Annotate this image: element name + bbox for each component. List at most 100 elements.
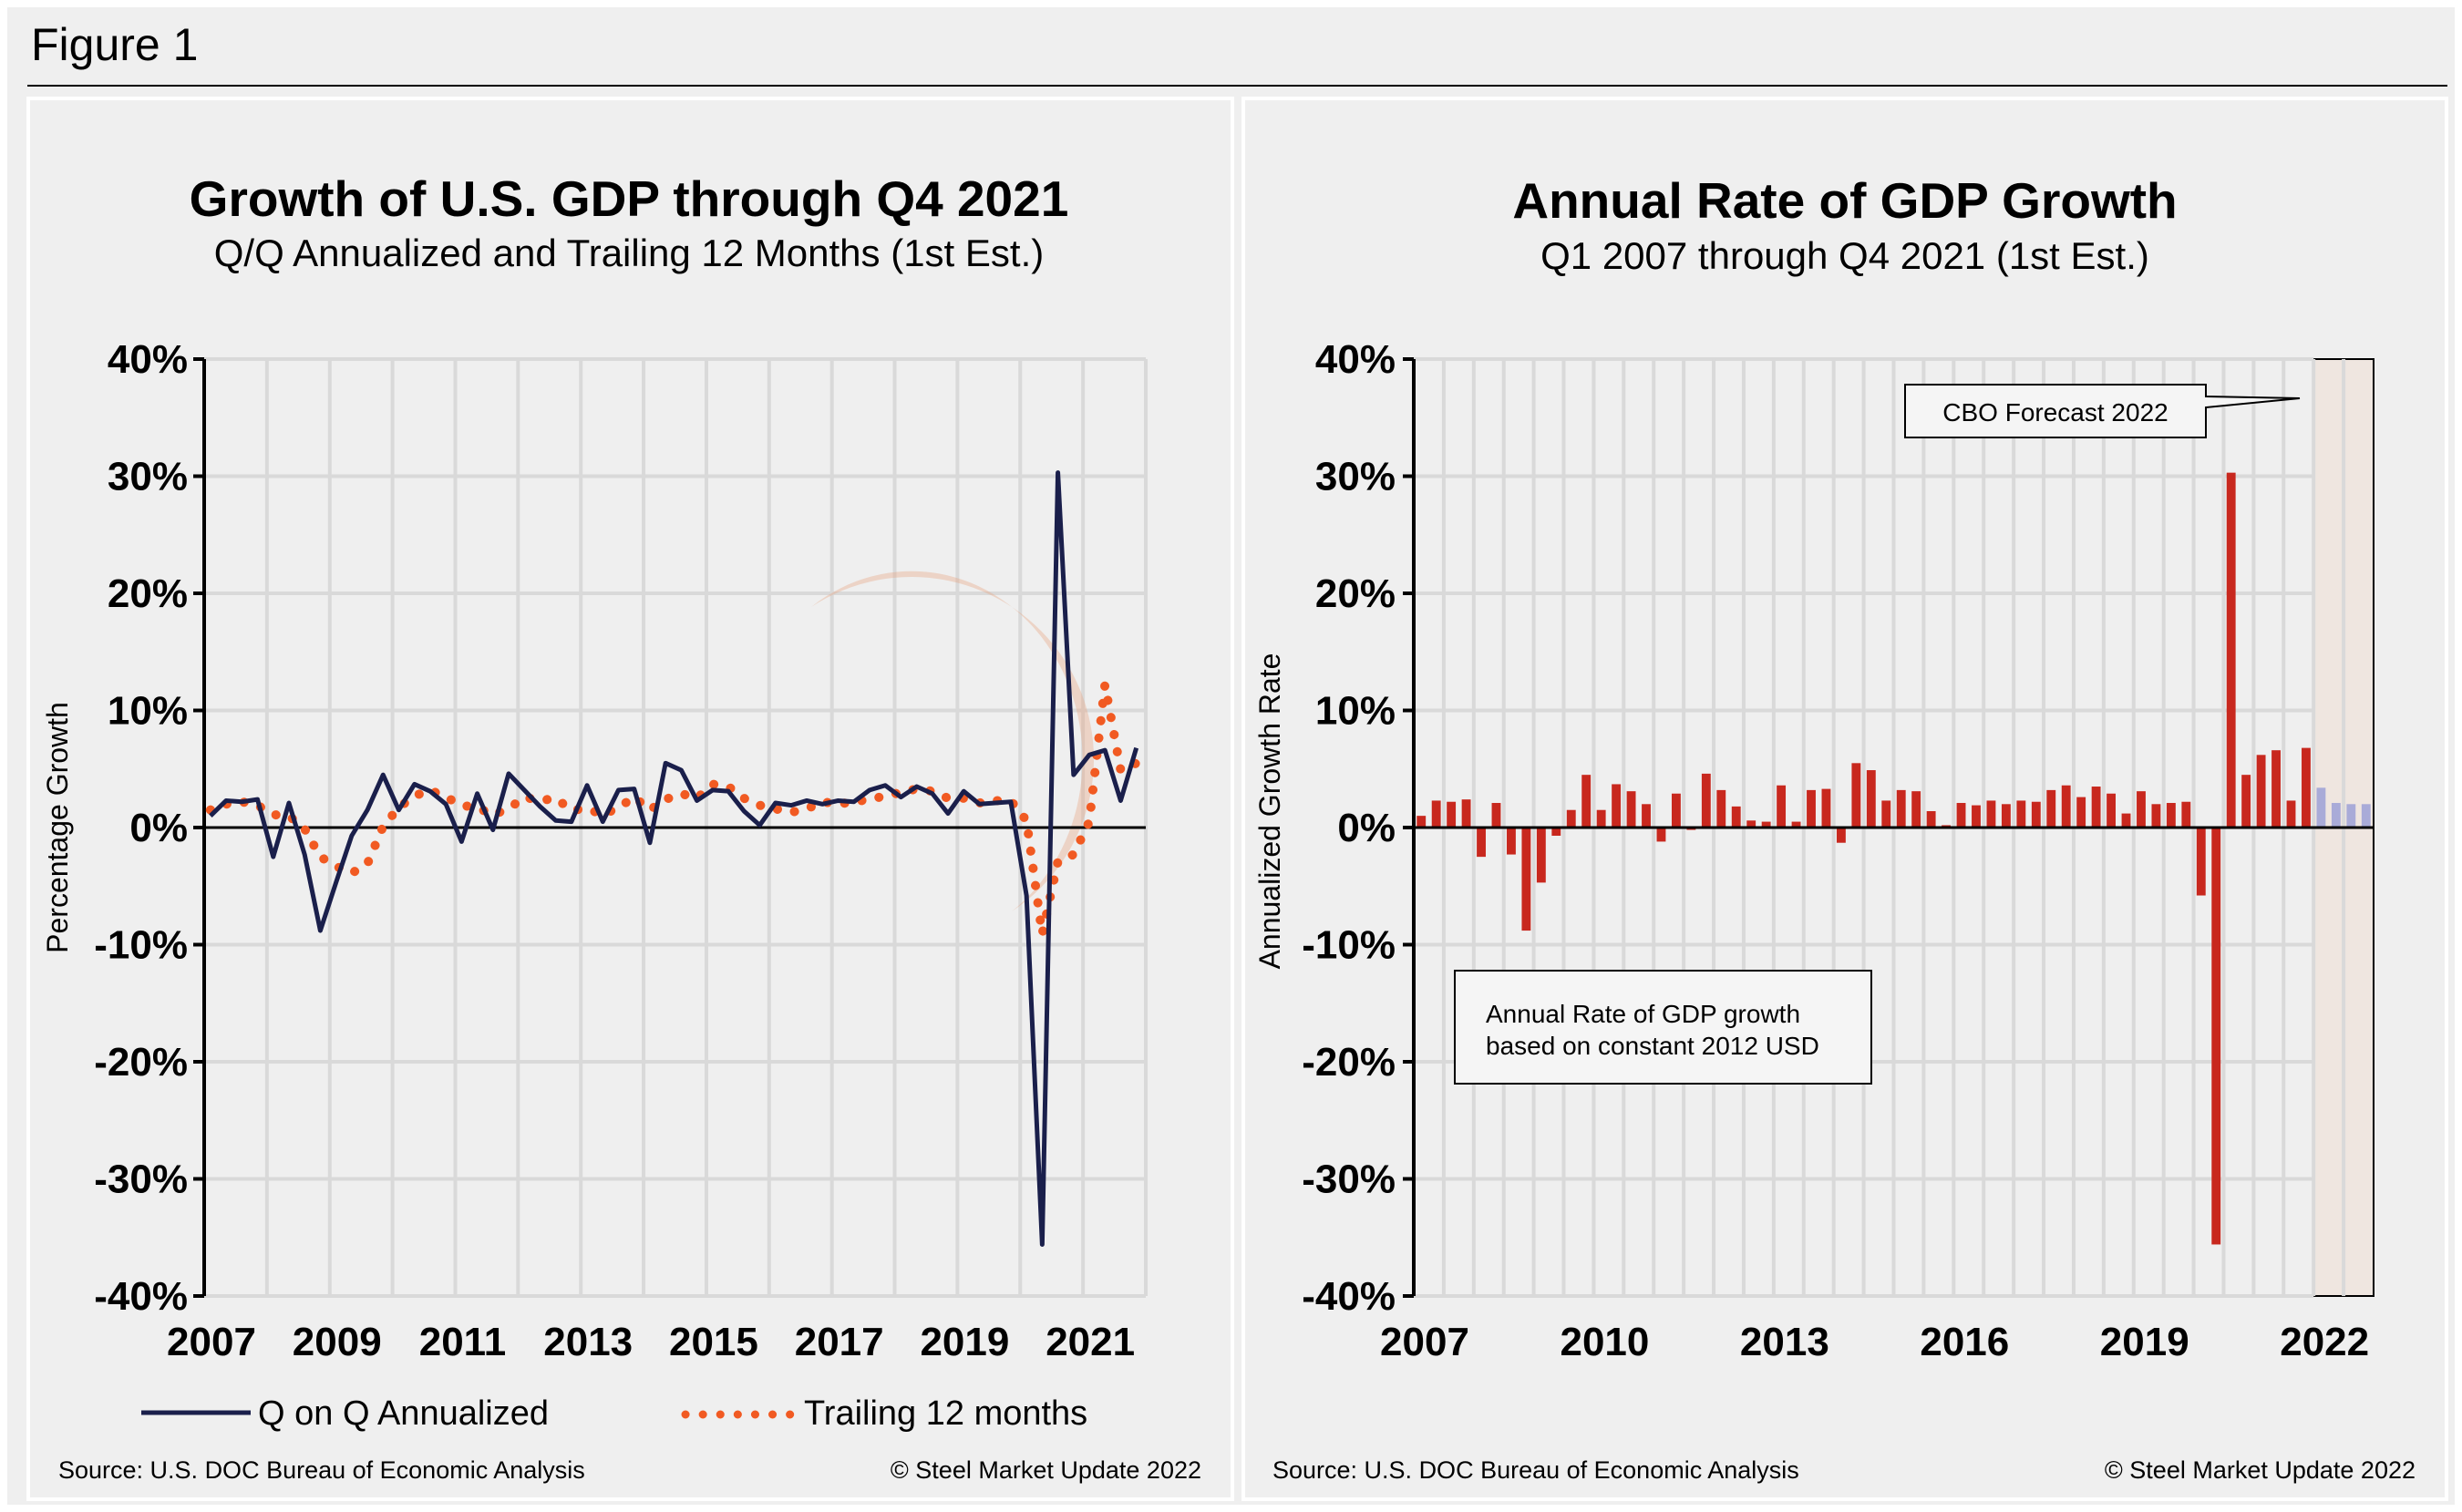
y-tick-label: 10% bbox=[1315, 689, 1396, 734]
y-tick-label: 40% bbox=[108, 337, 188, 382]
left-copyright: © Steel Market Update 2022 bbox=[891, 1456, 1201, 1484]
x-tick-label: 2007 bbox=[1380, 1320, 1469, 1364]
y-tick-label: 20% bbox=[1315, 571, 1396, 616]
gdp-bar bbox=[1566, 809, 1576, 828]
left-y-axis-label: Percentage Growth bbox=[41, 702, 74, 953]
gdp-bar bbox=[1821, 788, 1831, 828]
y-tick-label: -40% bbox=[1302, 1274, 1396, 1319]
gdp-bar bbox=[1656, 828, 1666, 842]
figure-label: Figure 1 bbox=[31, 19, 198, 70]
y-tick-label: -10% bbox=[1302, 923, 1396, 968]
gdp-bar bbox=[1986, 800, 1996, 828]
gdp-bar bbox=[2001, 804, 2011, 828]
gdp-bar bbox=[2166, 803, 2176, 828]
gdp-bar bbox=[2286, 800, 2296, 828]
right-source: Source: U.S. DOC Bureau of Economic Anal… bbox=[1272, 1456, 1799, 1484]
y-tick-label: 0% bbox=[1337, 806, 1396, 850]
y-tick-label: -20% bbox=[94, 1040, 188, 1085]
x-tick-label: 2022 bbox=[2280, 1320, 2369, 1364]
gdp-bar bbox=[2211, 828, 2221, 1245]
gdp-bar bbox=[1447, 801, 1457, 828]
note-line-1: Annual Rate of GDP growth bbox=[1486, 1000, 1800, 1028]
gdp-bar bbox=[1746, 820, 1756, 828]
x-tick-label: 2013 bbox=[543, 1320, 633, 1364]
gdp-bar bbox=[1551, 828, 1561, 836]
right-chart: Annual Rate of GDP Growth Q1 2007 throug… bbox=[1253, 172, 2416, 1484]
left-chart-subtitle: Q/Q Annualized and Trailing 12 Months (1… bbox=[214, 231, 1044, 274]
gdp-bar bbox=[1581, 775, 1592, 828]
gdp-bar bbox=[1896, 789, 1906, 828]
gdp-bar bbox=[1956, 803, 1966, 828]
x-tick-label: 2017 bbox=[795, 1320, 884, 1364]
y-tick-label: 10% bbox=[108, 689, 188, 734]
gdp-bar bbox=[1777, 785, 1787, 828]
x-tick-label: 2007 bbox=[167, 1320, 256, 1364]
left-chart-title: Growth of U.S. GDP through Q4 2021 bbox=[190, 170, 1069, 227]
gdp-bar bbox=[2091, 787, 2101, 828]
x-tick-label: 2019 bbox=[920, 1320, 1009, 1364]
y-tick-label: -30% bbox=[94, 1157, 188, 1202]
x-tick-label: 2021 bbox=[1046, 1320, 1135, 1364]
gdp-bar bbox=[1911, 791, 1921, 828]
x-tick-label: 2009 bbox=[293, 1320, 382, 1364]
gdp-bar bbox=[1972, 805, 1981, 828]
gdp-bar bbox=[1642, 804, 1651, 828]
gdp-bar bbox=[2302, 747, 2311, 828]
gdp-bar bbox=[2076, 797, 2086, 828]
y-tick-label: -10% bbox=[94, 923, 188, 968]
gdp-bar bbox=[2181, 801, 2191, 828]
gdp-bar bbox=[1596, 809, 1606, 828]
gdp-bar bbox=[2241, 775, 2251, 828]
gdp-bar bbox=[1791, 821, 1801, 828]
gdp-bar bbox=[1671, 793, 1681, 828]
gdp-bar bbox=[1701, 773, 1711, 828]
y-tick-label: 0% bbox=[129, 806, 188, 850]
gdp-bar bbox=[1836, 828, 1846, 843]
gdp-bar bbox=[1477, 828, 1486, 858]
x-tick-label: 2011 bbox=[419, 1320, 506, 1364]
legend: Q on Q Annualized Trailing 12 months bbox=[141, 1394, 1087, 1433]
forecast-callout-box bbox=[1904, 384, 2301, 438]
gdp-bar bbox=[1491, 803, 1501, 828]
gdp-bar bbox=[1536, 828, 1546, 883]
y-tick-label: 30% bbox=[1315, 455, 1396, 499]
note-box: Annual Rate of GDP growth based on const… bbox=[1454, 970, 1872, 1085]
qoq-annualized-line bbox=[209, 470, 1139, 1247]
gdp-bar bbox=[1716, 789, 1726, 828]
gdp-bar bbox=[1851, 763, 1861, 828]
x-tick-label: 2010 bbox=[1560, 1320, 1649, 1364]
y-tick-label: 30% bbox=[108, 455, 188, 499]
left-source: Source: U.S. DOC Bureau of Economic Anal… bbox=[58, 1456, 585, 1484]
right-chart-title: Annual Rate of GDP Growth bbox=[1512, 172, 2177, 229]
gdp-bar bbox=[1881, 800, 1891, 828]
left-chart: Growth of U.S. GDP through Q4 2021 Q/Q A… bbox=[41, 170, 1201, 1484]
gdp-bar bbox=[1761, 821, 1771, 828]
gdp-bar bbox=[2016, 800, 2026, 828]
gdp-bar bbox=[1731, 806, 1741, 828]
gdp-bar bbox=[1866, 770, 1876, 828]
x-tick-label: 2013 bbox=[1740, 1320, 1829, 1364]
gdp-bar bbox=[1807, 789, 1816, 828]
right-y-axis-label: Annualized Growth Rate bbox=[1253, 653, 1286, 970]
gdp-bar bbox=[2196, 828, 2206, 896]
right-plot: 40% 30% 20% 10% 0% -10% -20% -30% -40%2007 2010 20… bbox=[1302, 337, 2374, 1364]
x-tick-label: 2015 bbox=[669, 1320, 758, 1364]
forecast-bar bbox=[2361, 804, 2371, 828]
forecast-bar bbox=[2346, 804, 2356, 828]
gdp-bar bbox=[1431, 800, 1441, 828]
forecast-bar bbox=[2331, 803, 2341, 828]
gdp-bar bbox=[2271, 750, 2281, 828]
gdp-bar bbox=[1612, 784, 1622, 828]
gdp-bar bbox=[1521, 828, 1531, 931]
legend-label-qoq: Q on Q Annualized bbox=[258, 1394, 549, 1433]
forecast-callout-text: CBO Forecast 2022 bbox=[1942, 398, 2168, 427]
gdp-bar bbox=[2226, 472, 2236, 828]
gdp-bar bbox=[1507, 828, 1516, 855]
y-tick-label: 20% bbox=[108, 571, 188, 616]
note-box-frame bbox=[1454, 970, 1872, 1085]
right-copyright: © Steel Market Update 2022 bbox=[2105, 1456, 2416, 1484]
legend-label-trailing: Trailing 12 months bbox=[804, 1394, 1087, 1433]
gdp-bar bbox=[1416, 816, 1427, 828]
gdp-bar bbox=[1926, 811, 1936, 828]
